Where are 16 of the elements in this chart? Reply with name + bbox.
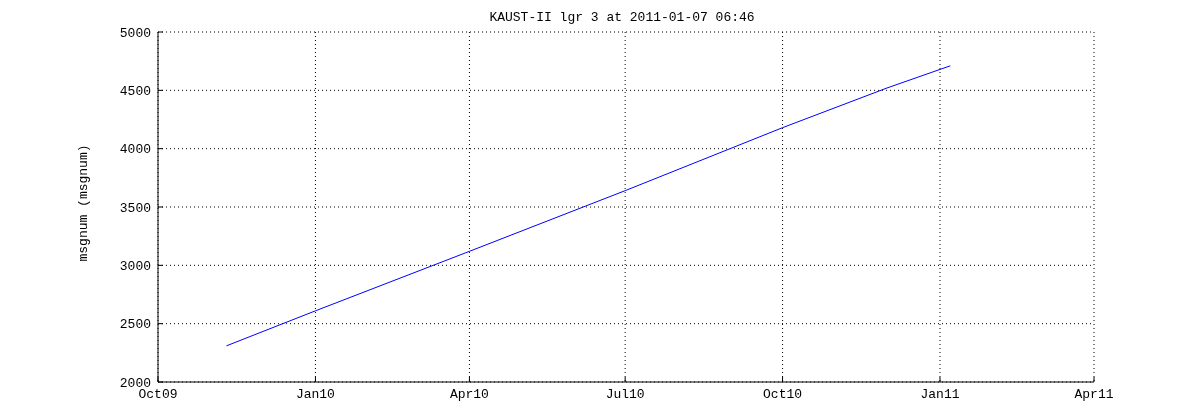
x-tick-label: Jan11: [920, 387, 960, 403]
x-tick-label: Apr10: [449, 387, 489, 403]
line-series: [225, 65, 951, 347]
x-tick-label: Jan10: [295, 387, 335, 403]
y-tick-label: 5000: [119, 25, 151, 41]
y-tick-label: 4500: [119, 83, 151, 99]
chart-title: KAUST-II lgr 3 at 2011-01-07 06:46: [488, 10, 756, 25]
y-tick-label: 3500: [119, 200, 151, 216]
x-tick-label: Oct10: [763, 387, 803, 403]
x-tick-label: Oct09: [138, 387, 178, 403]
y-axis-title: msgnum (msgnum): [75, 144, 91, 262]
y-tick-label: 2500: [119, 317, 151, 333]
y-tick-label: 4000: [119, 142, 151, 158]
x-tick-label: Apr11: [1074, 387, 1114, 403]
x-tick-label: Jul10: [605, 387, 645, 403]
y-tick-label: 3000: [119, 258, 151, 274]
